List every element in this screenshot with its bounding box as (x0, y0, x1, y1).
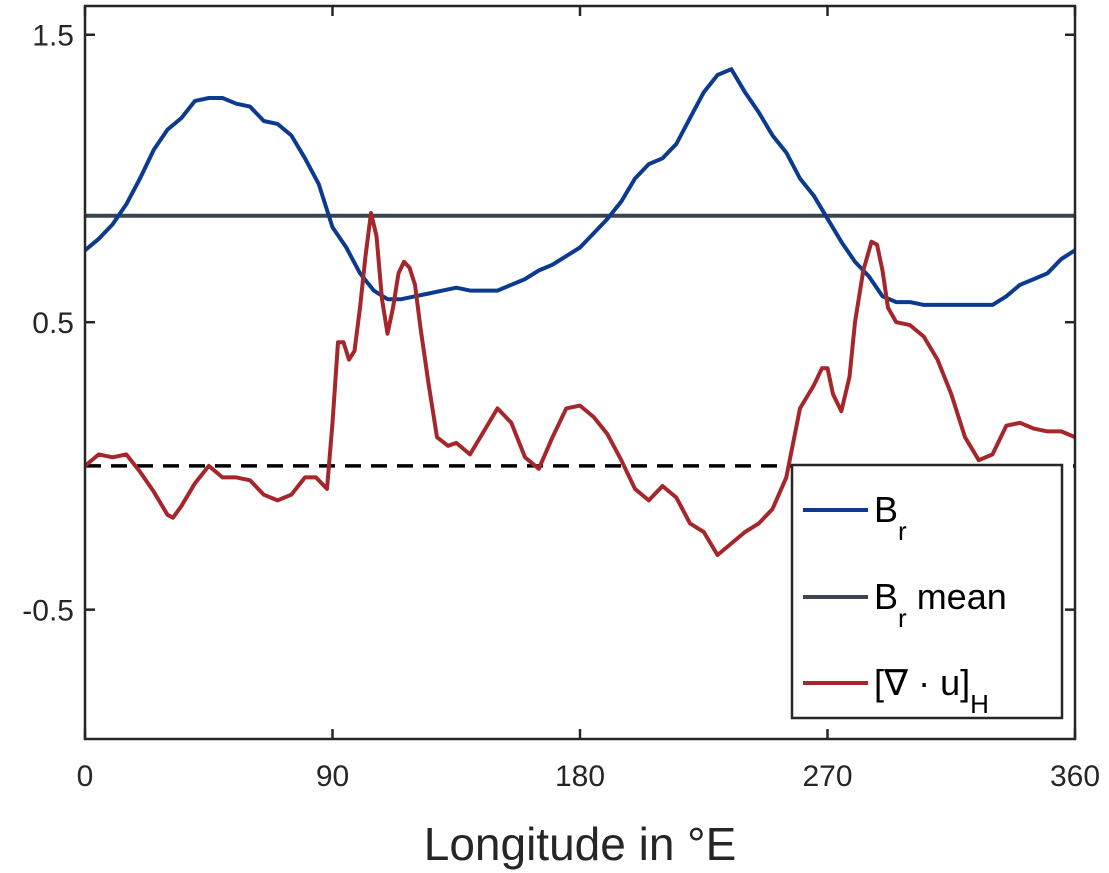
legend-label-br: Br (874, 489, 907, 546)
series-div-line (85, 211, 1075, 557)
y-tick-label: -0.5 (22, 595, 74, 628)
legend-label-div: [∇ · u]H (874, 662, 989, 719)
x-tick-label: 90 (316, 760, 349, 793)
legend-box (790, 463, 1064, 720)
tick-layer: 0 90 180 270 360 -0.5 0.5 1.5 (22, 6, 1100, 793)
x-tick-label: 270 (802, 760, 852, 793)
legend: Br Br mean [∇ · u]H (790, 463, 1064, 720)
y-tick-label: 1.5 (32, 20, 74, 53)
series-layer (85, 67, 1075, 557)
x-tick-label: 180 (555, 760, 605, 793)
x-tick-label: 360 (1050, 760, 1100, 793)
y-tick-label: 0.5 (32, 307, 74, 340)
legend-label-br-mean: Br mean (874, 576, 1007, 633)
x-axis-label: Longitude in °E (424, 818, 737, 870)
x-tick-label: 0 (77, 760, 94, 793)
series-br-line (85, 67, 1075, 307)
